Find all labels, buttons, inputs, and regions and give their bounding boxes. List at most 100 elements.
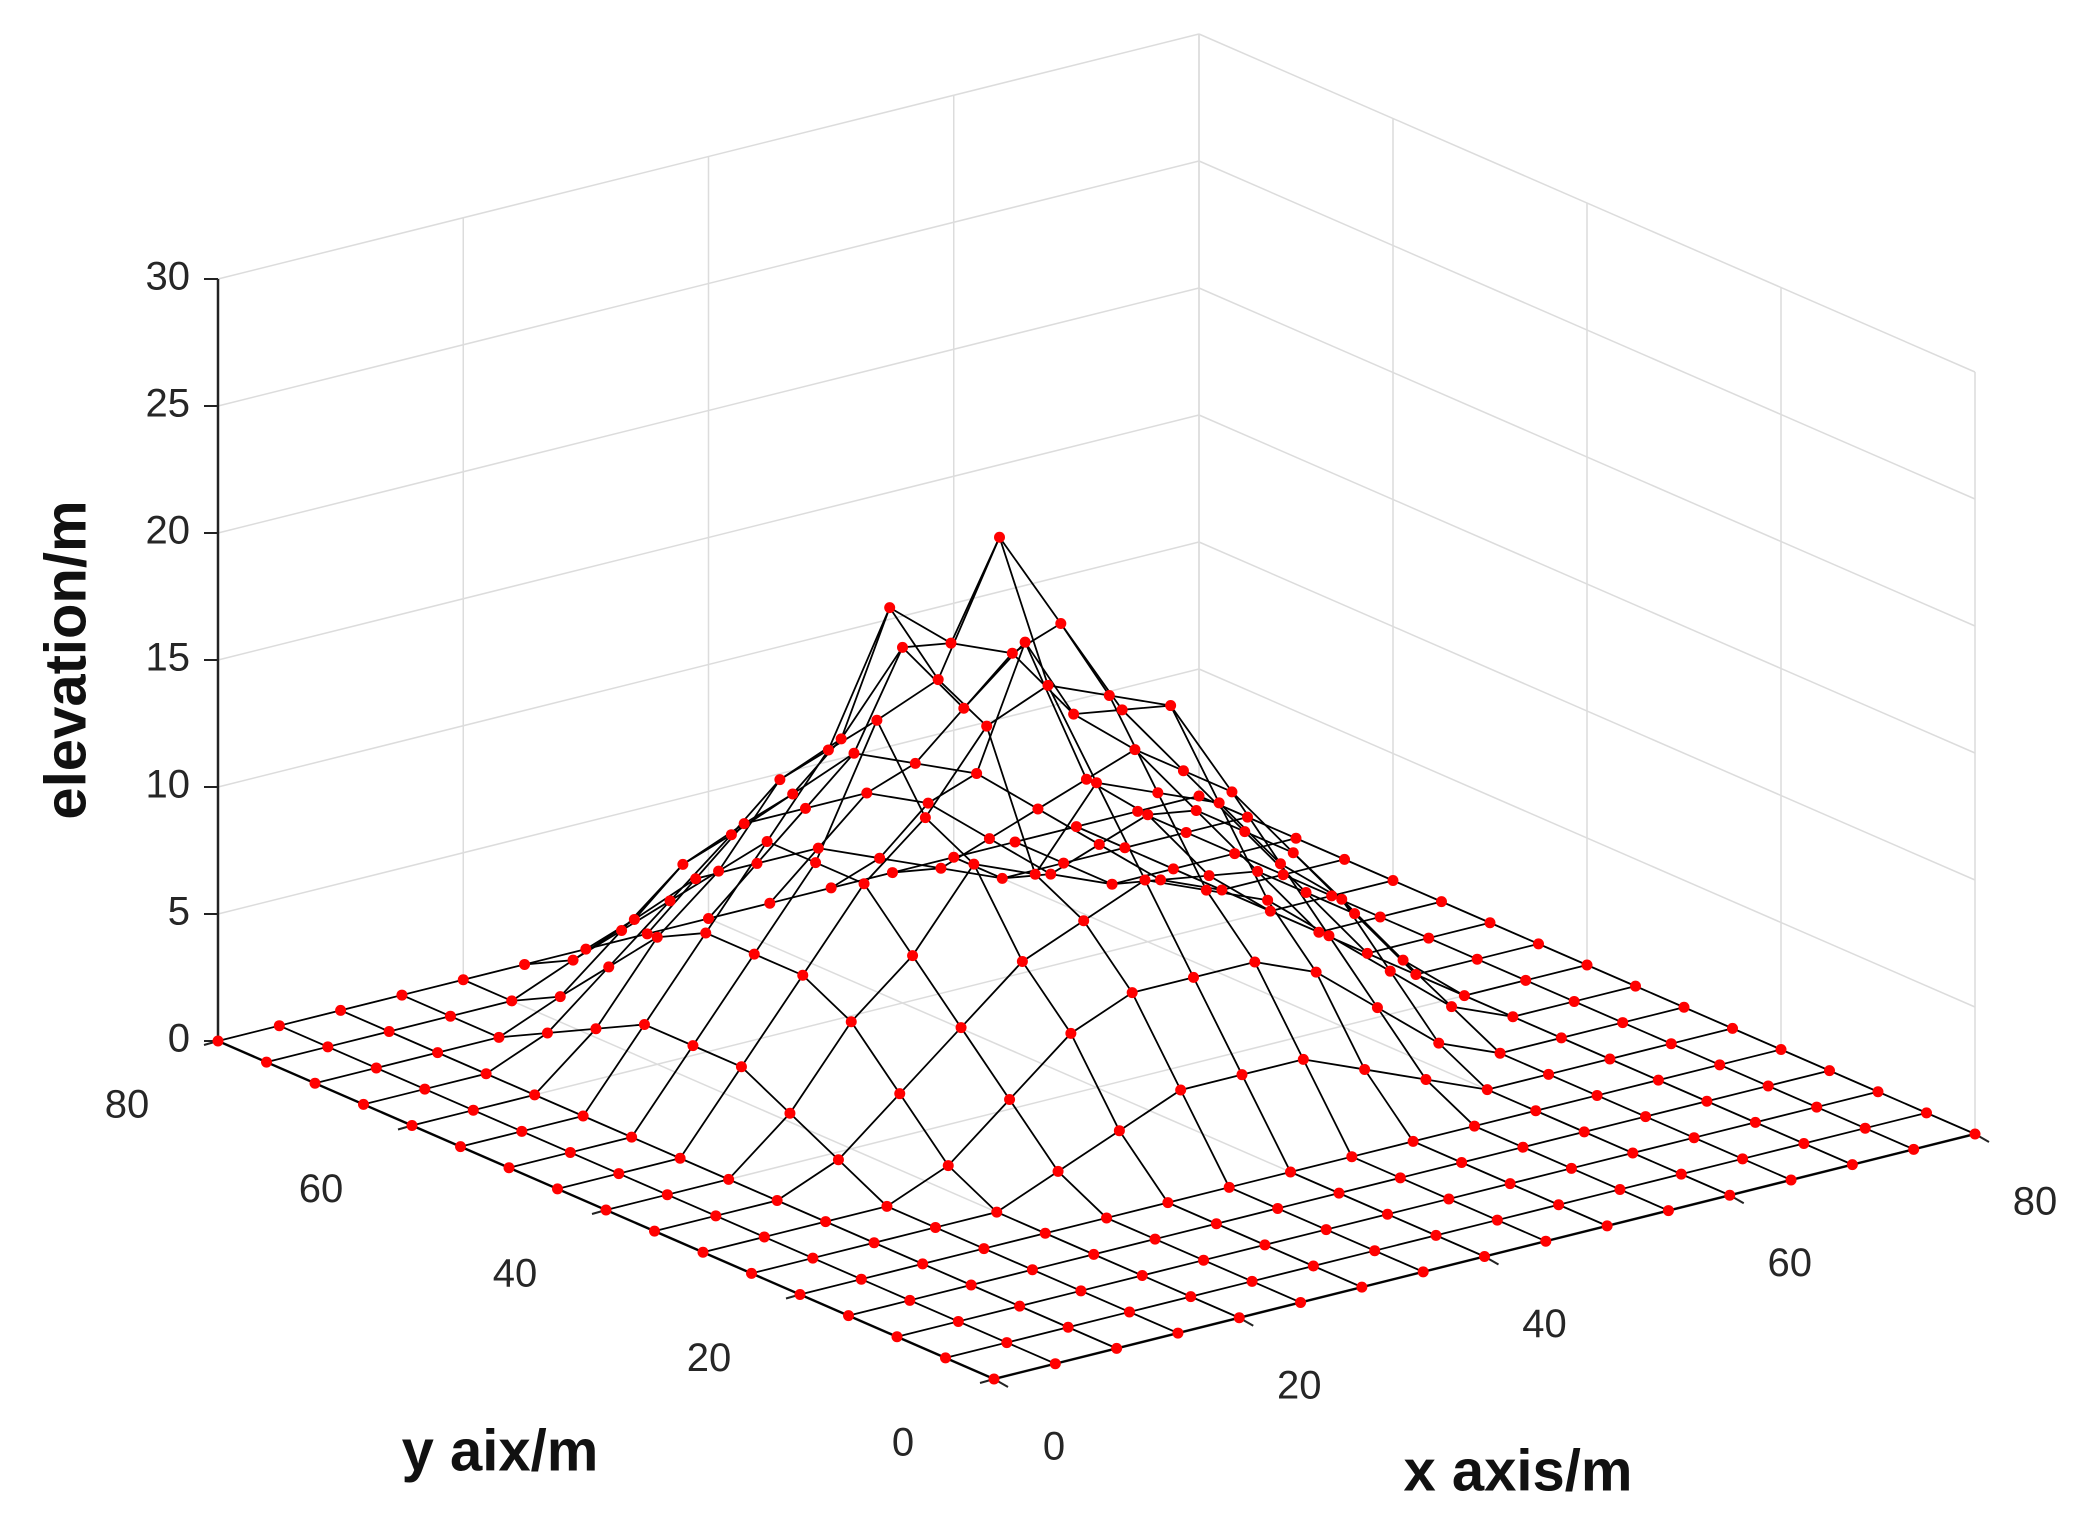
data-point [761, 835, 773, 847]
grid-line [411, 879, 1394, 1127]
data-point [955, 1022, 967, 1034]
data-point [1116, 704, 1128, 716]
data-point [1382, 1208, 1393, 1220]
data-point [1287, 847, 1299, 859]
data-point [529, 1089, 541, 1101]
data-point [794, 1289, 806, 1300]
data-point [1333, 1187, 1345, 1199]
data-point [1246, 1275, 1258, 1287]
data-point [1908, 1143, 1920, 1155]
data-point [1210, 1218, 1222, 1230]
data-point [541, 1027, 553, 1039]
data-point [1229, 848, 1241, 860]
data-point [1859, 1122, 1871, 1134]
data-point [1055, 618, 1067, 630]
data-point [855, 1273, 867, 1285]
data-point [1504, 1178, 1516, 1190]
data-point [1078, 915, 1090, 927]
data-point [710, 1210, 722, 1222]
data-point [1310, 966, 1322, 978]
y-tick-label: 20 [687, 1336, 732, 1380]
x-tick-label: 60 [1768, 1241, 1813, 1285]
data-point [725, 829, 737, 841]
data-point [1394, 1172, 1406, 1184]
data-point [212, 1035, 224, 1047]
data-point [322, 1041, 334, 1053]
data-point [567, 954, 579, 966]
data-point [1371, 1002, 1383, 1014]
data-point [1430, 1229, 1442, 1241]
data-point [1307, 1260, 1319, 1272]
data-point [723, 1173, 735, 1185]
data-point [1180, 826, 1192, 838]
data-point [1543, 1068, 1555, 1080]
data-point [909, 757, 921, 769]
data-point [1749, 1116, 1761, 1128]
data-point [1387, 875, 1399, 886]
y-tick-label: 40 [493, 1252, 538, 1296]
data-point [958, 702, 970, 714]
data-point [261, 1056, 272, 1068]
data-point [396, 989, 408, 1001]
z-tick-label: 0 [168, 1017, 190, 1061]
data-point [1494, 1047, 1506, 1059]
data-point [843, 1310, 854, 1322]
data-point [1326, 890, 1338, 902]
data-point [677, 858, 689, 870]
data-point [1193, 790, 1205, 802]
data-point [965, 1279, 977, 1291]
data-point [1123, 1306, 1135, 1318]
data-point [1188, 971, 1199, 983]
data-point [1155, 874, 1167, 886]
data-point [1530, 1105, 1542, 1117]
data-point [1724, 1189, 1736, 1201]
data-point [1481, 1084, 1493, 1096]
data-point [1014, 1300, 1026, 1312]
data-point [1300, 886, 1312, 898]
z-tick-label: 20 [146, 509, 191, 553]
y-tick-label: 0 [892, 1421, 914, 1465]
data-point [1374, 911, 1386, 923]
data-point [891, 1331, 903, 1343]
data-point [1190, 804, 1202, 816]
data-point [1568, 995, 1580, 1007]
grid-line [1198, 160, 1976, 500]
data-point [1274, 858, 1286, 870]
data-point [812, 842, 824, 854]
data-point [1152, 787, 1164, 799]
data-point [1423, 932, 1435, 944]
data-point [697, 1246, 709, 1258]
data-point [1420, 1074, 1432, 1086]
data-point [1762, 1080, 1774, 1092]
grid-line [217, 668, 1200, 915]
data-point [1346, 1151, 1358, 1163]
data-point [835, 733, 847, 745]
data-point [1091, 777, 1102, 789]
data-point [758, 1231, 770, 1243]
data-point [952, 1315, 964, 1327]
data-point [884, 602, 896, 614]
data-point [1106, 878, 1118, 890]
z-tick-label: 5 [168, 890, 190, 934]
data-point [1433, 1037, 1445, 1049]
data-point [1042, 679, 1054, 691]
data-point [1652, 1074, 1664, 1086]
z-axis-label: elevation/m [33, 500, 98, 819]
data-point [988, 1373, 1000, 1385]
z-tick-label: 15 [146, 636, 191, 680]
data-point [929, 1221, 941, 1233]
data-point [1101, 1212, 1113, 1224]
data-point [358, 1098, 369, 1110]
data-point [1216, 884, 1228, 896]
data-point [1446, 1001, 1458, 1013]
data-point [383, 1026, 395, 1037]
data-point [917, 1258, 929, 1270]
data-point [1062, 1321, 1074, 1333]
data-point [1262, 894, 1274, 906]
data-point [1198, 1254, 1210, 1266]
data-point [1233, 1312, 1245, 1324]
data-point [1969, 1128, 1981, 1140]
data-point [904, 1294, 916, 1306]
data-point [1119, 842, 1131, 854]
